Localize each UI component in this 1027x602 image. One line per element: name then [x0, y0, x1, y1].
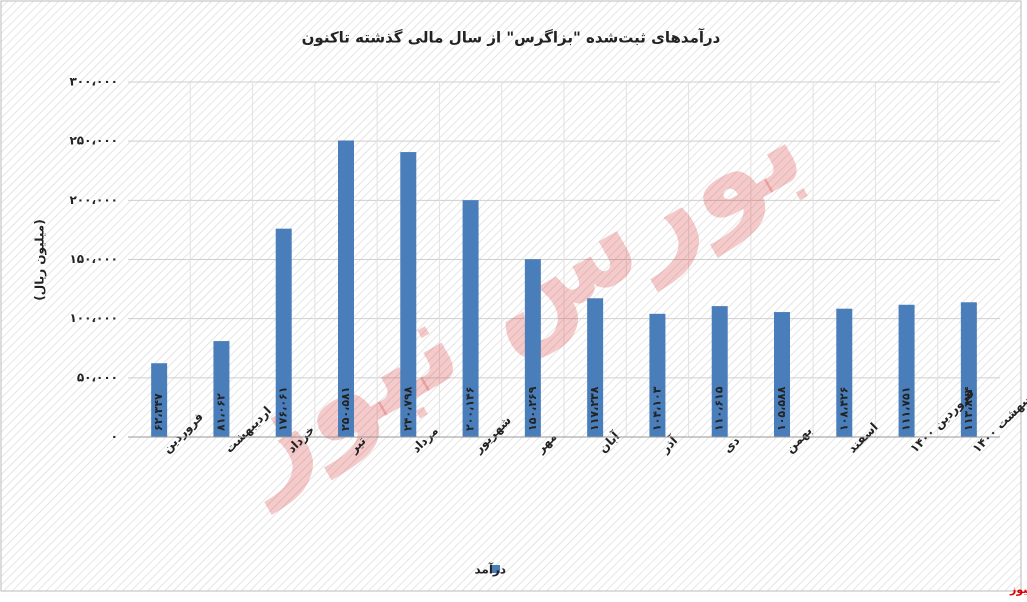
bar	[151, 363, 168, 437]
bar	[649, 313, 666, 437]
bar	[213, 341, 230, 437]
y-tick-label: ۲۰۰،۰۰۰	[69, 193, 118, 207]
value-label: ۱۰۸،۴۲۶	[837, 387, 850, 431]
legend-swatch	[492, 565, 500, 573]
value-label: ۱۵۰،۲۶۹	[526, 386, 539, 431]
value-label: ۱۰۴،۱۰۳	[650, 386, 663, 431]
value-label: ۲۴۰،۷۹۸	[401, 386, 414, 431]
legend-label: درآمد	[474, 562, 506, 577]
value-label: ۶۲،۳۴۷	[152, 393, 165, 431]
y-tick-label: ۰	[111, 430, 118, 444]
value-label: ۱۱۳،۸۷۴	[962, 386, 975, 431]
y-tick-label: ۱۰۰،۰۰۰	[69, 311, 118, 325]
value-label: ۲۰۰،۱۴۶	[464, 387, 477, 431]
value-label: ۱۰۵،۵۸۸	[775, 386, 788, 431]
bar	[524, 259, 541, 437]
chart-title: درآمدهای ثبت‌شده "بزاگرس" از سال مالی گذ…	[302, 29, 721, 47]
y-axis-label: (میلیون ریال)	[33, 219, 48, 300]
chart-frame	[0, 0, 1022, 592]
value-label: ۱۱۰،۶۱۵	[713, 386, 726, 431]
bar	[711, 306, 728, 437]
bar	[774, 312, 790, 437]
value-label: ۲۵۰،۵۸۱	[339, 387, 352, 431]
value-label: ۱۱۱،۷۵۱	[900, 387, 913, 431]
value-label: ۸۱،۰۶۲	[214, 393, 227, 431]
y-tick-label: ۱۵۰،۰۰۰	[69, 252, 118, 266]
bar	[898, 304, 915, 437]
bar	[275, 228, 292, 437]
y-tick-label: ۵۰،۰۰۰	[77, 370, 118, 384]
value-label: ۱۱۷،۲۳۸	[588, 386, 601, 431]
bar	[960, 302, 977, 437]
value-label: ۱۷۶،۰۶۱	[277, 387, 290, 431]
y-tick-label: ۳۰۰،۰۰۰	[69, 75, 118, 89]
bar	[400, 152, 417, 437]
bar	[338, 140, 354, 437]
y-tick-label: ۲۵۰،۰۰۰	[69, 134, 118, 148]
source-label: بورس نیوز	[1009, 583, 1027, 596]
bar	[587, 298, 604, 437]
bar	[462, 200, 479, 437]
bar	[836, 308, 853, 437]
